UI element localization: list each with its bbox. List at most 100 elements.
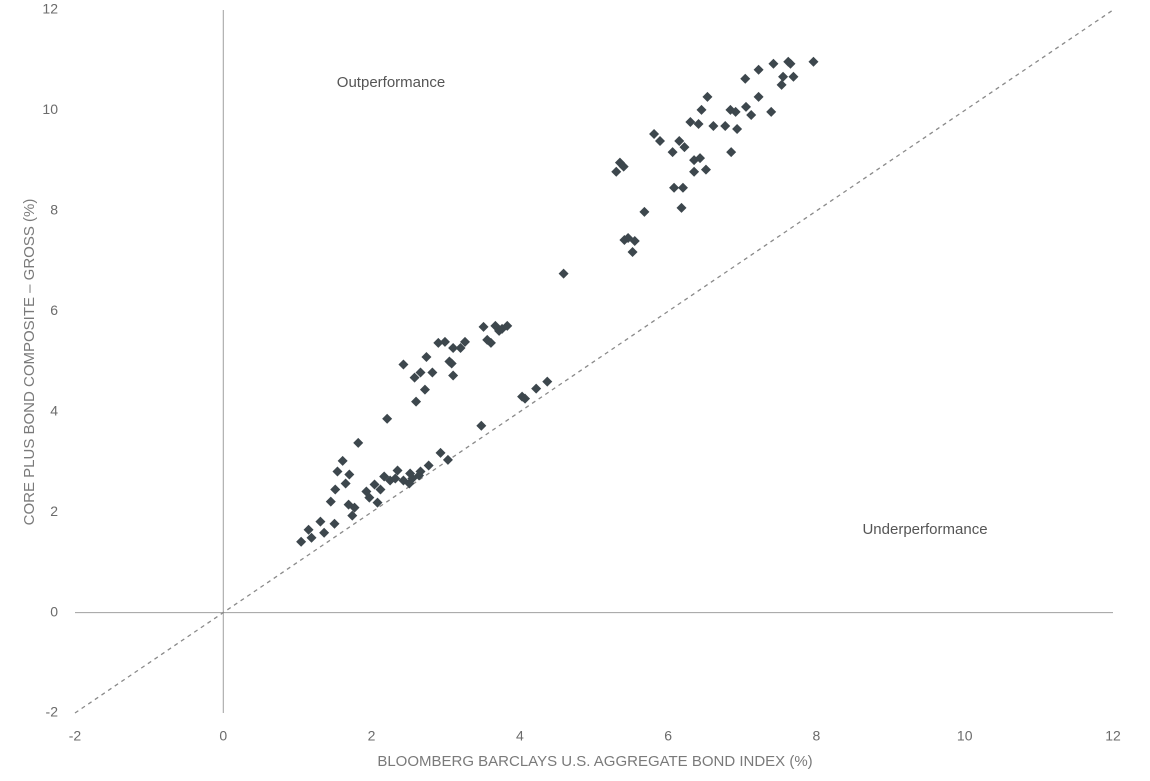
point	[459, 336, 470, 347]
point	[415, 367, 426, 378]
point	[353, 437, 364, 448]
point	[746, 109, 757, 120]
point	[427, 367, 438, 378]
point	[639, 206, 650, 217]
point	[679, 142, 690, 153]
point	[415, 466, 426, 477]
point	[340, 478, 351, 489]
point	[629, 235, 640, 246]
point	[364, 492, 375, 503]
point	[520, 393, 531, 404]
x-tick-label: 10	[957, 728, 973, 744]
point	[740, 101, 751, 112]
point	[700, 164, 711, 175]
y-tick-label: 8	[50, 202, 58, 218]
point	[303, 524, 314, 535]
point	[702, 91, 713, 102]
point	[485, 337, 496, 348]
point	[785, 58, 796, 69]
x-tick-label: 2	[368, 728, 376, 744]
x-axis-title: BLOOMBERG BARCLAYS U.S. AGGREGATE BOND I…	[377, 753, 812, 770]
point	[347, 510, 358, 521]
point	[788, 71, 799, 82]
x-tick-label: 4	[516, 728, 524, 744]
point	[753, 64, 764, 75]
point	[446, 358, 457, 369]
point	[433, 337, 444, 348]
point	[753, 91, 764, 102]
x-tick-label: 0	[219, 728, 227, 744]
point	[344, 469, 355, 480]
y-tick-label: 6	[50, 302, 58, 318]
point	[306, 532, 317, 543]
point	[611, 166, 622, 177]
point	[689, 166, 700, 177]
point	[685, 116, 696, 127]
point	[720, 120, 731, 131]
point	[398, 359, 409, 370]
point	[421, 351, 432, 362]
y-tick-label: 4	[50, 402, 58, 418]
point	[409, 372, 420, 383]
point	[325, 496, 336, 507]
point	[667, 147, 678, 158]
point	[329, 518, 340, 529]
point	[319, 527, 330, 538]
point	[708, 120, 719, 131]
point	[442, 454, 453, 465]
point	[392, 465, 403, 476]
y-tick-label: -2	[46, 704, 59, 720]
point	[502, 320, 513, 331]
point	[674, 136, 685, 147]
point	[448, 342, 459, 353]
point	[693, 118, 704, 129]
point	[649, 129, 660, 140]
point	[372, 497, 383, 508]
point	[627, 247, 638, 258]
point	[676, 202, 687, 213]
point	[732, 124, 743, 135]
x-tick-label: 12	[1105, 728, 1121, 744]
point	[654, 136, 665, 147]
point	[618, 161, 629, 172]
point	[419, 384, 430, 395]
y-tick-label: 0	[50, 603, 58, 619]
point	[337, 455, 348, 466]
point	[808, 56, 819, 67]
point	[332, 466, 343, 477]
point	[776, 79, 787, 90]
point	[768, 58, 779, 69]
point	[390, 473, 401, 484]
point	[677, 182, 688, 193]
point	[478, 321, 489, 332]
point	[382, 413, 393, 424]
point	[695, 153, 706, 164]
point	[369, 479, 380, 490]
point	[439, 336, 450, 347]
point	[766, 106, 777, 117]
point	[330, 484, 341, 495]
point	[476, 420, 487, 431]
point	[558, 268, 569, 279]
x-tick-label: 8	[813, 728, 821, 744]
point	[435, 447, 446, 458]
point	[315, 516, 326, 527]
point	[375, 484, 386, 495]
point	[542, 376, 553, 387]
annotation: Outperformance	[337, 74, 445, 91]
annotation: Underperformance	[862, 521, 987, 538]
point	[423, 460, 434, 471]
x-tick-label: -2	[69, 728, 82, 744]
point	[448, 370, 459, 381]
point	[531, 383, 542, 394]
point	[296, 536, 307, 547]
y-tick-label: 12	[42, 1, 58, 17]
point	[411, 396, 422, 407]
x-tick-label: 6	[664, 728, 672, 744]
y-axis-title: CORE PLUS BOND COMPOSITE – GROSS (%)	[21, 199, 38, 526]
point	[740, 73, 751, 84]
y-tick-label: 10	[42, 101, 58, 117]
y-tick-label: 2	[50, 503, 58, 519]
point	[455, 342, 466, 353]
